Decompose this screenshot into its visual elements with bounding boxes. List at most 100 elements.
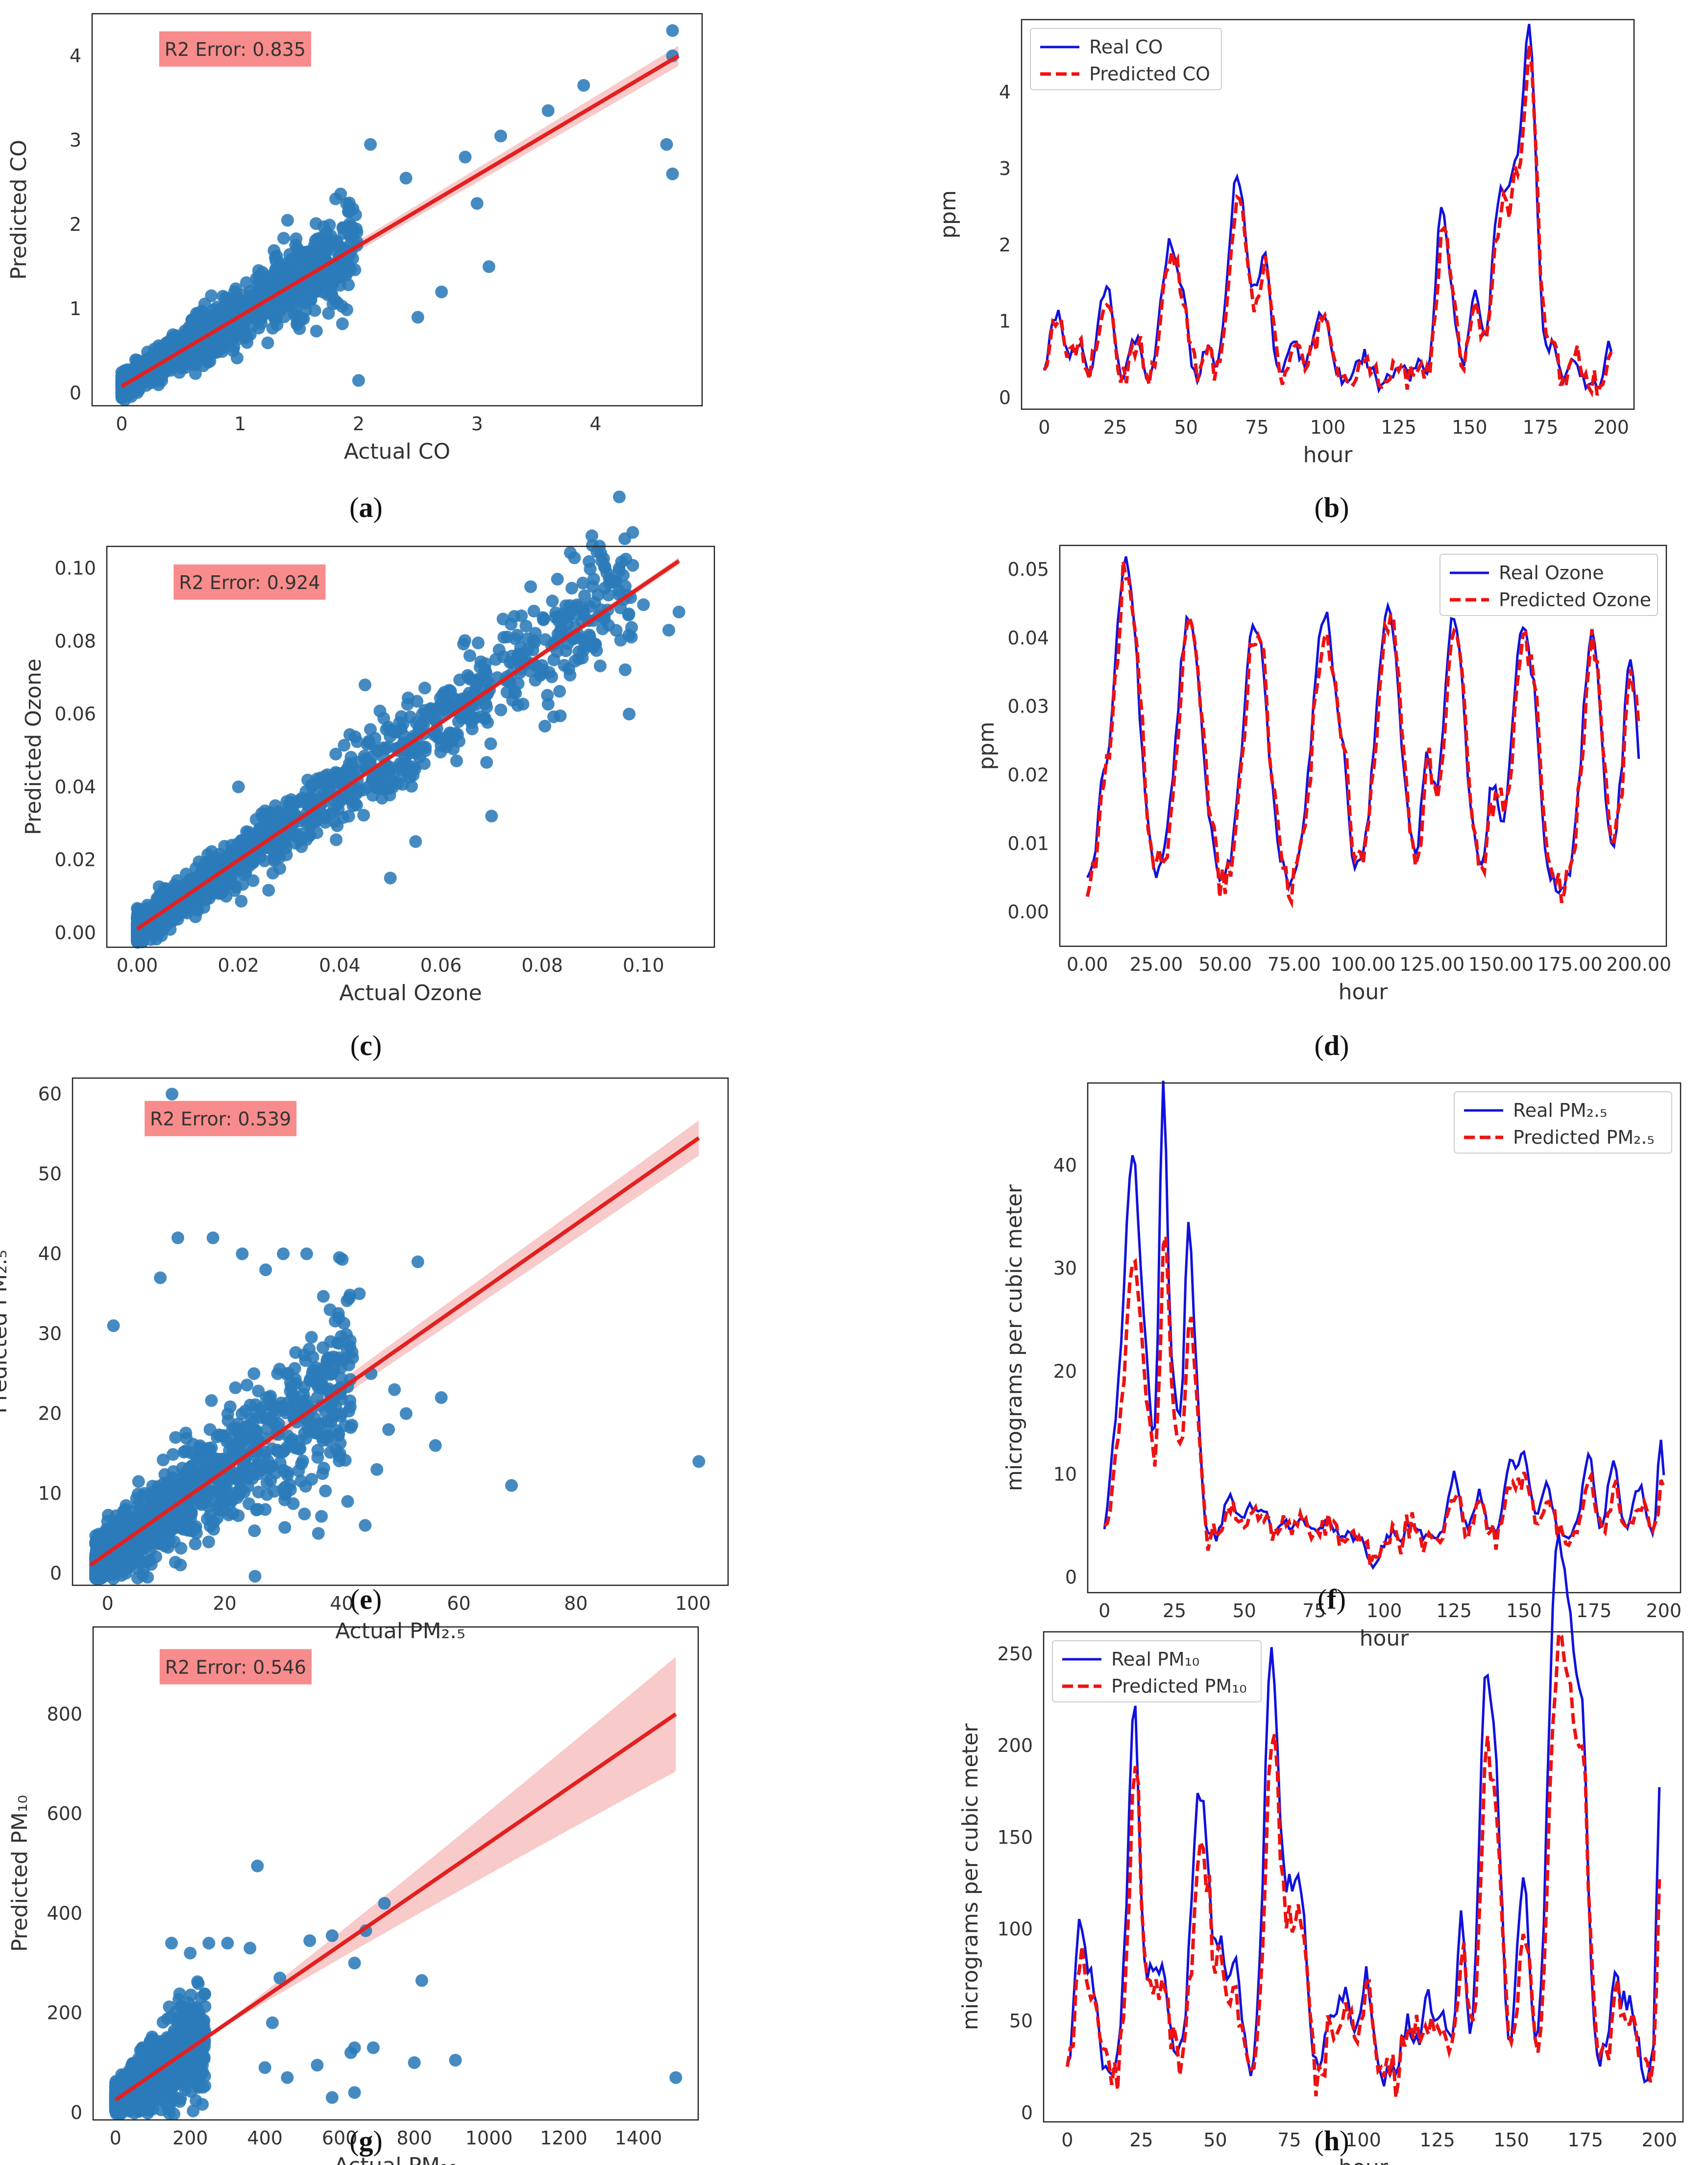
scatter-point [505,1479,518,1492]
scatter-point [309,815,322,828]
x-tick-label: 40 [330,1593,353,1614]
scatter-point [260,1488,273,1501]
scatter-point [334,1409,347,1423]
plot-frame [91,13,703,407]
scatter-point [167,1448,179,1461]
scatter-point [494,703,508,716]
scatter-point [595,554,609,567]
scatter-point [182,357,195,370]
scatter-point [319,1484,332,1498]
scatter-point [120,1499,133,1512]
y-axis-label: Predicted PM₂.₅ [0,1250,12,1413]
scatter-point [213,1484,226,1498]
y-tick-label: 2 [999,234,1011,256]
scatter-point [386,775,399,788]
scatter-point [292,1464,305,1477]
scatter-point [264,1474,277,1487]
y-tick-label: 0 [70,382,81,404]
r2-annotation: R2 Error: 0.924 [179,572,320,593]
chart-c-svg: 0.00 0.02 0.04 0.06 0.08 0.100.000.020.040.06… [21,491,715,1006]
scatter-point [415,708,429,721]
scatter-point [538,719,552,733]
y-axis-label: ppm [936,190,961,239]
scatter-point [281,214,294,227]
chart-g-svg: 02004006008001000120014000200400600800Ac… [7,1626,699,2165]
scatter-point [223,1400,237,1413]
x-tick-label: 1 [234,413,246,435]
scatter-point [300,1247,313,1260]
y-tick-label: 600 [47,1803,82,1824]
y-tick-label: 30 [38,1323,62,1345]
scatter-point [254,310,268,323]
scatter-point [217,290,230,303]
scatter-point [464,673,477,686]
scatter-point [205,1394,218,1407]
scatter-point [251,279,265,293]
scatter-point [248,1524,261,1537]
scatter-point [169,1556,182,1569]
scatter-point [289,1346,302,1359]
scatter-point [322,307,335,320]
x-tick-label: 75.00 [1268,954,1321,975]
scatter-point [551,628,564,641]
x-tick-label: 125 [1381,417,1416,438]
scatter-point [508,610,521,623]
scatter-point [286,1389,299,1402]
scatter-point [666,24,679,37]
scatter-point [380,723,393,736]
y-tick-label: 4 [70,45,81,67]
x-tick-label: 100 [1366,1600,1402,1622]
scatter-point [296,1454,309,1468]
scatter-point [605,575,618,588]
x-tick-label: 150 [1506,1600,1542,1622]
x-tick-label: 0.00 [117,955,158,976]
scatter-point [388,1383,401,1396]
scatter-point [191,1493,204,1506]
scatter-point [468,712,482,724]
scatter-point [322,782,336,795]
scatter-point [602,589,615,602]
scatter-point [316,1467,329,1480]
scatter-point [352,374,365,387]
y-tick-label: 0.06 [54,703,96,725]
x-tick-label: 100 [675,1593,711,1614]
y-tick-label: 60 [38,1083,62,1105]
scatter-point [249,1398,262,1411]
scatter-point [515,648,529,662]
scatter-point [305,779,318,792]
scatter-point [618,532,632,545]
x-tick-label: 175 [1523,417,1559,438]
scatter-point [343,1394,357,1407]
x-tick-label: 175.00 [1537,954,1603,975]
r2-annotation-box [173,564,326,600]
scatter-point [241,1378,254,1392]
scatter-point [358,750,371,763]
scatter-point [236,878,249,891]
scatter-point [169,1431,182,1444]
scatter-point [232,1486,245,1499]
scatter-point [417,719,430,732]
chart-b: 0 25 50 75 100 125 150 175 200 0 1 2 3 4 hour ppm Real C… [855,0,1708,519]
scatter-point [613,491,626,503]
scatter-point [158,1494,171,1507]
x-tick-label: 125.00 [1399,954,1464,975]
scatter-point [419,740,432,754]
scatter-point [277,1482,290,1496]
scatter-point [524,580,537,593]
scatter-points [89,1087,706,1585]
scatter-point [308,304,321,317]
scatter-point [418,682,431,694]
scatter-point [251,1503,265,1516]
scatter-point [411,311,424,324]
y-tick-label: 0.00 [1007,901,1049,923]
x-tick-label: 2 [353,413,365,435]
scatter-point [157,1453,170,1467]
regression-line [89,1136,700,1567]
legend-real-label: Real Ozone [1499,562,1604,584]
x-axis-label: hour [1360,1626,1410,1651]
scatter-point [283,828,296,840]
scatter-point [662,624,675,637]
scatter-point [411,1255,424,1268]
scatter-point [382,1423,395,1436]
